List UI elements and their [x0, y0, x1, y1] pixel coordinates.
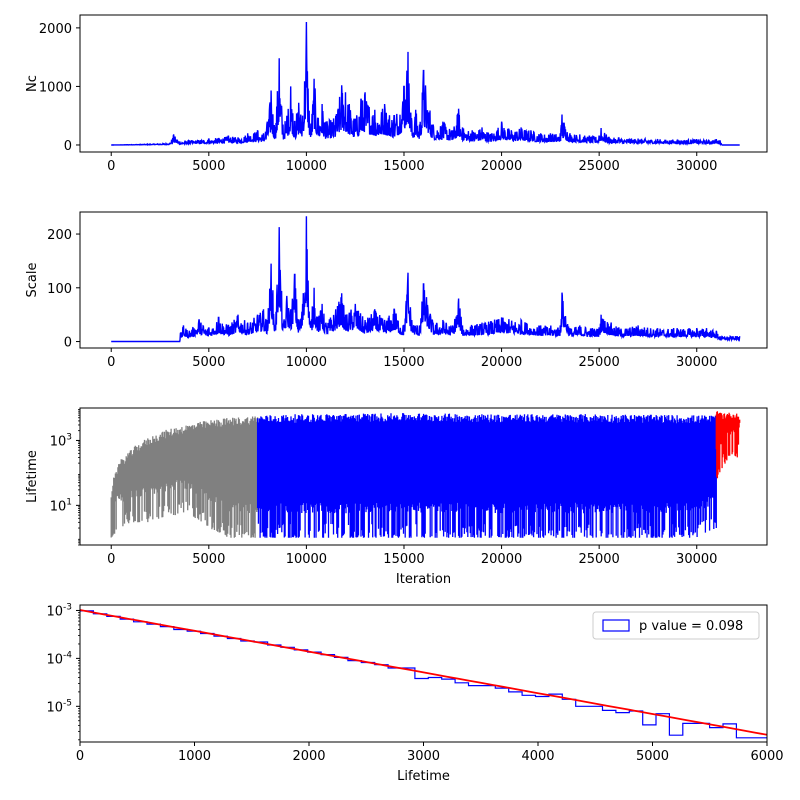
axes-frame [79, 604, 768, 743]
chart-panel-lifetime-histogram: 0 1000 2000 3000 4000 5000 6000 10-5 10-4 10-3 Lif… [46, 602, 783, 784]
histogram-steps [80, 610, 767, 739]
x-tick-label: 30000 [676, 159, 717, 174]
x-tick-label: 0 [107, 159, 115, 174]
legend-swatch [602, 619, 630, 632]
x-tick-label: 0 [76, 749, 84, 764]
x-tick-label: 30000 [676, 355, 717, 370]
x-tick-label: 5000 [192, 552, 225, 567]
axes-frame [79, 211, 768, 349]
x-tick-label: 5000 [636, 749, 669, 764]
series-line [111, 216, 741, 343]
fit-line [80, 609, 767, 736]
legend-box [592, 611, 760, 640]
legend: p value = 0.098 [592, 611, 760, 640]
axes-frame [79, 407, 768, 546]
y-tick-label: 101 [50, 497, 72, 514]
x-tick-label: 6000 [750, 749, 783, 764]
series-line [111, 21, 740, 147]
y-tick-label: 10-3 [46, 602, 72, 619]
chart-panel-lifetime: 0 5000 10000 15000 20000 25000 30000 101 103 Iter… [25, 407, 768, 587]
y-tick-label: 10-4 [46, 650, 72, 667]
x-tick-label: 10000 [286, 355, 327, 370]
y-tick-label: 100 [47, 282, 72, 297]
x-tick-label: 0 [107, 552, 115, 567]
series-envelope [715, 411, 741, 479]
y-axis-label: Nc [25, 75, 40, 92]
x-tick-label: 20000 [481, 355, 522, 370]
series-envelope [256, 413, 717, 538]
y-tick-label: 0 [64, 139, 72, 154]
y-tick-label: 10-5 [46, 698, 72, 715]
x-tick-label: 25000 [578, 552, 619, 567]
x-tick-label: 30000 [676, 552, 717, 567]
x-tick-label: 0 [107, 355, 115, 370]
x-tick-label: 25000 [578, 355, 619, 370]
y-tick-label: 0 [64, 336, 72, 351]
chart-panel-scale: 0 5000 10000 15000 20000 25000 30000 0 100 200 Sca… [25, 211, 768, 370]
axes-frame [79, 14, 768, 153]
x-tick-label: 15000 [383, 552, 424, 567]
y-tick-label: 2000 [39, 22, 72, 37]
x-tick-label: 5000 [192, 355, 225, 370]
x-tick-label: 25000 [578, 159, 619, 174]
x-tick-label: 10000 [286, 552, 327, 567]
y-axis-label: Scale [25, 263, 40, 298]
series-envelope [110, 416, 259, 538]
y-axis-label: Lifetime [25, 450, 40, 503]
y-tick-label: 200 [47, 228, 72, 243]
x-tick-label: 20000 [481, 159, 522, 174]
x-axis-label: Iteration [396, 572, 451, 587]
x-tick-label: 20000 [481, 552, 522, 567]
x-tick-label: 5000 [192, 159, 225, 174]
x-tick-label: 10000 [286, 159, 327, 174]
y-tick-label: 103 [50, 432, 72, 449]
x-tick-label: 15000 [383, 355, 424, 370]
x-tick-label: 1000 [178, 749, 211, 764]
y-tick-label: 1000 [39, 80, 72, 95]
x-tick-label: 2000 [292, 749, 325, 764]
x-tick-label: 3000 [407, 749, 440, 764]
x-tick-label: 4000 [521, 749, 554, 764]
chart-panel-nc: 0 5000 10000 15000 20000 25000 30000 0 1000 2000 N… [25, 14, 768, 174]
legend-label: p value = 0.098 [639, 619, 743, 634]
x-axis-label: Lifetime [397, 769, 450, 784]
x-tick-label: 15000 [383, 159, 424, 174]
